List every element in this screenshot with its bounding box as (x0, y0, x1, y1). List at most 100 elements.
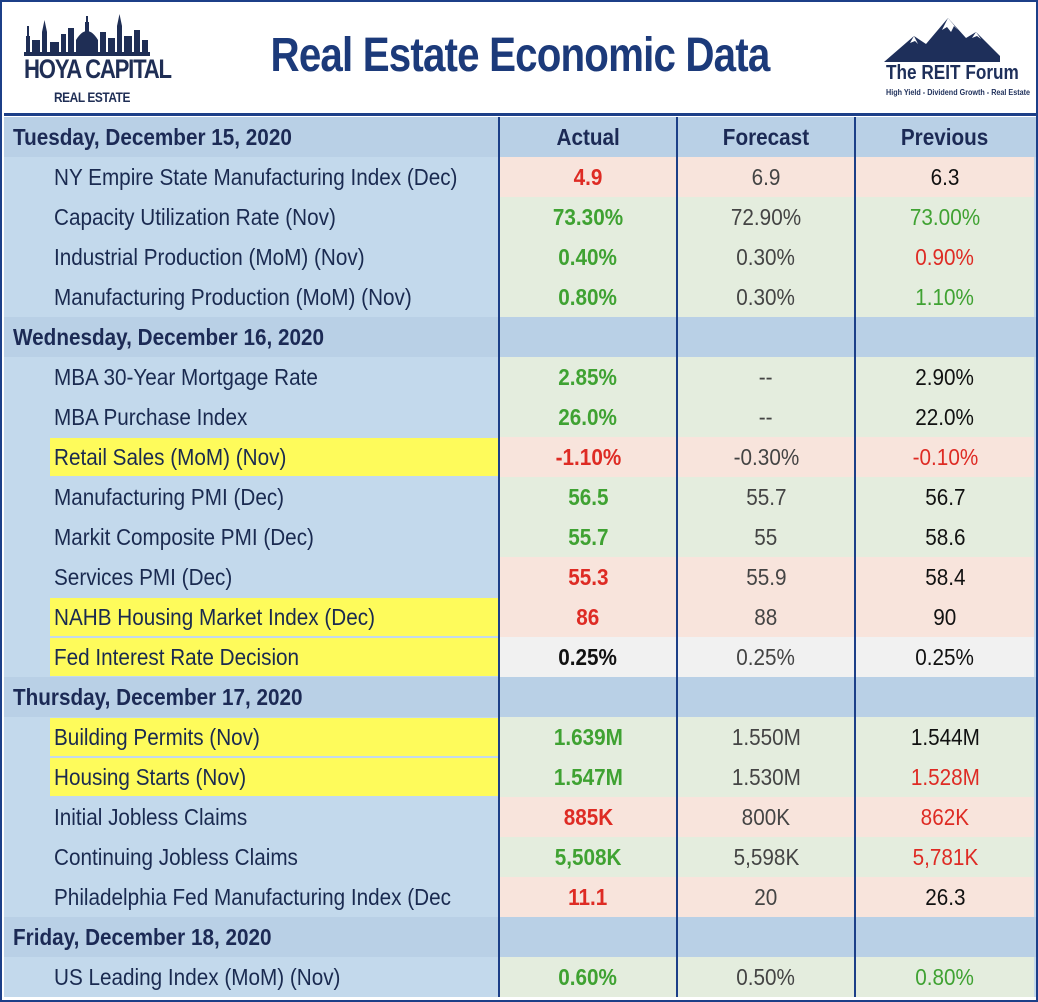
indicator-row: Philadelphia Fed Manufacturing Index (De… (4, 877, 1036, 917)
actual-value-cell: 56.5 (500, 477, 678, 517)
actual-value: 1.547M (553, 764, 623, 790)
actual-value: 4.9 (573, 164, 603, 190)
previous-value: 22.0% (915, 404, 975, 430)
forecast-value-cell: -- (678, 397, 856, 437)
economic-data-table: Tuesday, December 15, 2020 Actual Forecast… (4, 117, 1036, 997)
actual-value-cell: 5,508K (500, 837, 678, 877)
indicator-name-cell: Manufacturing PMI (Dec) (4, 477, 500, 517)
indicator-row: Services PMI (Dec) 55.3 55.9 58.4 (4, 557, 1036, 597)
indicator-name: NY Empire State Manufacturing Index (Dec… (54, 164, 458, 190)
indicator-row: MBA 30-Year Mortgage Rate 2.85% -- 2.90% (4, 357, 1036, 397)
indicator-name-cell: Housing Starts (Nov) (4, 757, 500, 797)
actual-value-cell: 55.3 (500, 557, 678, 597)
forecast-value-cell: 20 (678, 877, 856, 917)
actual-value: 0.25% (558, 644, 618, 670)
indicator-name: Retail Sales (MoM) (Nov) (54, 444, 287, 470)
forecast-value: 20 (754, 884, 778, 910)
day-section-row: Friday, December 18, 2020 (4, 917, 1036, 957)
actual-value-cell: 0.25% (500, 637, 678, 677)
actual-value-cell: -1.10% (500, 437, 678, 477)
indicator-name-cell: Industrial Production (MoM) (Nov) (4, 237, 500, 277)
forecast-value: 5,598K (733, 844, 799, 870)
previous-value-cell: 862K (856, 797, 1034, 837)
indicator-row: Housing Starts (Nov) 1.547M 1.530M 1.528M (4, 757, 1036, 797)
indicator-name: Philadelphia Fed Manufacturing Index (De… (54, 884, 451, 910)
actual-value-cell: 4.9 (500, 157, 678, 197)
actual-value: 73.30% (552, 204, 624, 230)
indicator-name-cell: NY Empire State Manufacturing Index (Dec… (4, 157, 500, 197)
previous-value: 0.25% (915, 644, 975, 670)
column-header-label: Actual (556, 124, 620, 150)
actual-value: 11.1 (568, 884, 608, 910)
indicator-name-cell: MBA Purchase Index (4, 397, 500, 437)
indicator-row: Manufacturing PMI (Dec) 56.5 55.7 56.7 (4, 477, 1036, 517)
indicator-row: Fed Interest Rate Decision 0.25% 0.25% 0.25… (4, 637, 1036, 677)
actual-value: 0.60% (558, 964, 618, 990)
mountain-icon (884, 18, 1000, 62)
indicator-name-cell: Philadelphia Fed Manufacturing Index (De… (4, 877, 500, 917)
forecast-value-cell: 55 (678, 517, 856, 557)
highlight-marker (50, 598, 498, 636)
column-header-forecast (678, 317, 856, 357)
previous-value-cell: 1.528M (856, 757, 1034, 797)
previous-value: 2.90% (915, 364, 975, 390)
column-header-previous (856, 317, 1034, 357)
forecast-value-cell: 6.9 (678, 157, 856, 197)
column-header-previous (856, 677, 1034, 717)
previous-value: -0.10% (912, 444, 978, 470)
indicator-row: NAHB Housing Market Index (Dec) 86 88 90 (4, 597, 1036, 637)
column-header-actual (500, 917, 678, 957)
reit-forum-tagline: High Yield - Dividend Growth - Real Esta… (886, 88, 1031, 97)
previous-value-cell: 1.10% (856, 277, 1034, 317)
indicator-name: Services PMI (Dec) (54, 564, 233, 590)
indicator-row: Building Permits (Nov) 1.639M 1.550M 1.544M (4, 717, 1036, 757)
indicator-name-cell: Fed Interest Rate Decision (4, 637, 500, 677)
previous-value: 0.80% (915, 964, 975, 990)
page-title: Real Estate Economic Data (270, 29, 771, 82)
column-header-label: Previous (901, 124, 989, 150)
previous-value: 5,781K (912, 844, 978, 870)
previous-value: 58.4 (924, 564, 966, 590)
day-heading-text: Tuesday, December 15, 2020 (13, 124, 292, 150)
previous-value-cell: -0.10% (856, 437, 1034, 477)
previous-value: 1.10% (915, 284, 975, 310)
forecast-value-cell: 72.90% (678, 197, 856, 237)
indicator-name-cell: NAHB Housing Market Index (Dec) (4, 597, 500, 637)
indicator-name-cell: Continuing Jobless Claims (4, 837, 500, 877)
previous-value: 56.7 (924, 484, 966, 510)
indicator-name-cell: Manufacturing Production (MoM) (Nov) (4, 277, 500, 317)
previous-value-cell: 2.90% (856, 357, 1034, 397)
column-header-forecast (678, 677, 856, 717)
forecast-value: -- (759, 404, 773, 430)
forecast-value: 0.30% (736, 244, 796, 270)
previous-value: 90 (933, 604, 957, 630)
day-section-row: Tuesday, December 15, 2020 Actual Forecast… (4, 117, 1036, 157)
column-header-previous: Previous (856, 117, 1034, 157)
previous-value-cell: 90 (856, 597, 1034, 637)
highlight-marker (50, 638, 498, 676)
actual-value-cell: 86 (500, 597, 678, 637)
column-header-actual: Actual (500, 117, 678, 157)
previous-value: 1.528M (910, 764, 980, 790)
day-heading: Thursday, December 17, 2020 (4, 677, 500, 717)
highlight-marker (50, 438, 498, 476)
indicator-row: Manufacturing Production (MoM) (Nov) 0.80… (4, 277, 1036, 317)
forecast-value-cell: 0.50% (678, 957, 856, 997)
actual-value: 0.40% (558, 244, 618, 270)
forecast-value: 55.7 (745, 484, 787, 510)
indicator-name-cell: Building Permits (Nov) (4, 717, 500, 757)
indicator-name: MBA 30-Year Mortgage Rate (54, 364, 318, 390)
forecast-value: -0.30% (733, 444, 799, 470)
column-header-previous (856, 917, 1034, 957)
actual-value-cell: 26.0% (500, 397, 678, 437)
actual-value-cell: 0.40% (500, 237, 678, 277)
previous-value-cell: 56.7 (856, 477, 1034, 517)
previous-value-cell: 73.00% (856, 197, 1034, 237)
forecast-value: -- (759, 364, 773, 390)
forecast-value: 6.9 (751, 164, 781, 190)
forecast-value: 0.25% (736, 644, 796, 670)
indicator-name-cell: Initial Jobless Claims (4, 797, 500, 837)
previous-value: 0.90% (915, 244, 975, 270)
forecast-value-cell: 55.7 (678, 477, 856, 517)
city-skyline-icon (24, 14, 150, 56)
